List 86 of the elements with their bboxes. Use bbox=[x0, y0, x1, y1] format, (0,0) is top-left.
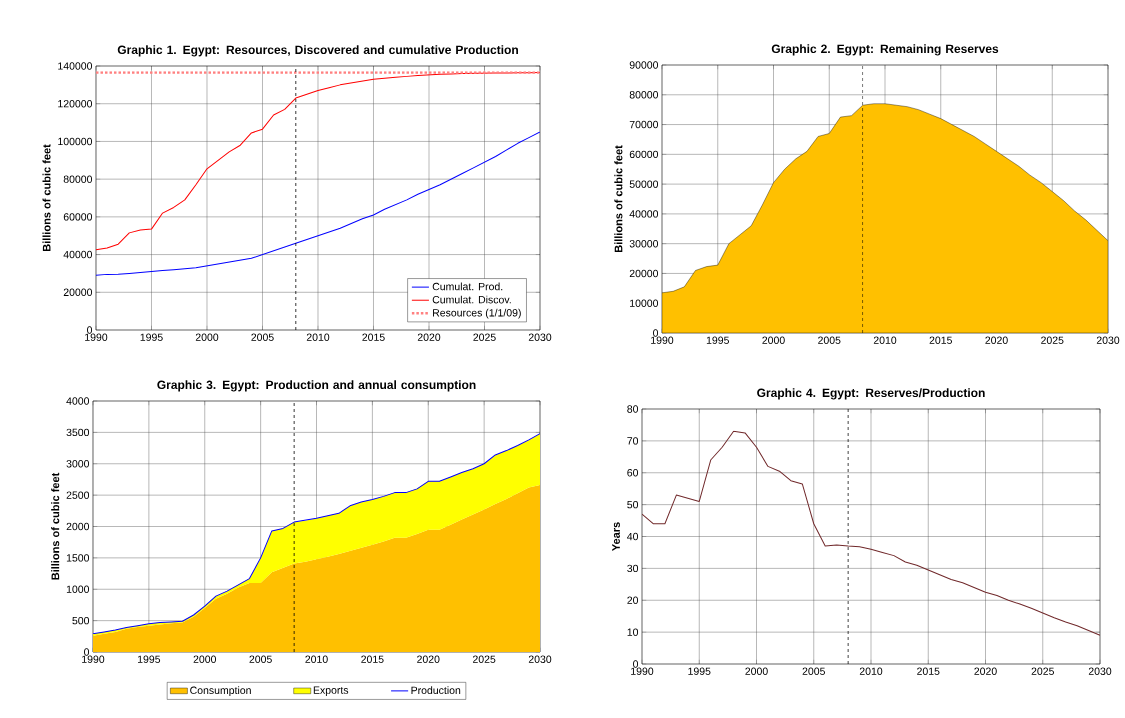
x-tick-label: 2025 bbox=[472, 655, 496, 663]
x-tick-label: 1990 bbox=[82, 655, 105, 663]
x-tick-label: 2030 bbox=[1096, 336, 1120, 344]
y-tick-label: 40000 bbox=[63, 250, 93, 259]
y-tick-label: 80 bbox=[627, 405, 639, 413]
x-tick-label: 2015 bbox=[929, 336, 952, 344]
y-tick-label: 80000 bbox=[63, 175, 93, 183]
y-axis-title: Years bbox=[612, 522, 620, 552]
y-tick-label: 20000 bbox=[629, 269, 659, 278]
y-tick-label: 10 bbox=[627, 628, 639, 636]
y-tick-label: 30000 bbox=[629, 239, 659, 248]
x-tick-label: 2030 bbox=[1088, 667, 1112, 675]
x-tick-label: 2025 bbox=[473, 333, 496, 341]
x-tick-label: 1995 bbox=[688, 667, 711, 675]
x-tick-label: 2030 bbox=[528, 655, 552, 663]
x-tick-label: 2015 bbox=[917, 667, 940, 675]
y-tick-label: 100000 bbox=[58, 137, 93, 146]
legend-label: Cumulat. Prod. bbox=[432, 282, 503, 291]
x-tick-label: 2000 bbox=[195, 333, 219, 341]
y-tick-label: 0 bbox=[633, 660, 639, 668]
y-tick-label: 120000 bbox=[58, 100, 93, 108]
chart-title: Graphic 3. Egypt: Production and annual consumption bbox=[157, 380, 476, 392]
y-tick-label: 20 bbox=[627, 596, 639, 604]
y-tick-label: 0 bbox=[87, 326, 93, 334]
x-tick-label: 2000 bbox=[762, 336, 785, 344]
x-tick-label: 1995 bbox=[706, 336, 729, 344]
legend-label: Production bbox=[411, 686, 461, 695]
y-axis-title: Billions of cubic feet bbox=[51, 472, 60, 580]
x-tick-label: 2005 bbox=[249, 655, 272, 663]
y-tick-label: 20000 bbox=[63, 288, 93, 297]
legend-label: Resources (1/1/09) bbox=[433, 308, 521, 319]
legend-label: Consumption bbox=[190, 686, 251, 697]
x-tick-label: 2030 bbox=[528, 333, 552, 341]
y-tick-label: 90000 bbox=[629, 61, 659, 69]
x-tick-label: 2000 bbox=[193, 655, 217, 663]
x-tick-label: 2020 bbox=[417, 655, 440, 663]
x-tick-label: 2010 bbox=[306, 333, 330, 341]
y-tick-label: 70000 bbox=[629, 120, 659, 129]
x-tick-label: 2005 bbox=[251, 333, 274, 341]
y-tick-label: 0 bbox=[653, 329, 659, 337]
y-tick-label: 40 bbox=[627, 532, 639, 541]
chart-title: Graphic 1. Egypt: Resources, Discovered and cumulative Production bbox=[117, 45, 518, 57]
y-tick-label: 2500 bbox=[66, 491, 90, 499]
x-tick-label: 1995 bbox=[140, 333, 163, 341]
x-tick-label: 2010 bbox=[859, 667, 883, 675]
x-tick-label: 1990 bbox=[631, 667, 654, 675]
chart-title: Graphic 4. Egypt: Reserves/Production bbox=[757, 388, 985, 400]
y-tick-label: 140000 bbox=[58, 62, 93, 70]
y-tick-label: 60000 bbox=[629, 150, 659, 159]
y-tick-label: 0 bbox=[84, 648, 90, 656]
x-tick-label: 2020 bbox=[974, 667, 997, 675]
x-tick-label: 2015 bbox=[361, 655, 384, 663]
x-tick-label: 1990 bbox=[85, 333, 108, 341]
y-tick-label: 1000 bbox=[66, 585, 90, 593]
y-tick-label: 80000 bbox=[629, 91, 659, 99]
y-tick-label: 4000 bbox=[66, 397, 90, 405]
y-tick-label: 60 bbox=[627, 469, 639, 477]
x-tick-label: 2020 bbox=[417, 333, 441, 341]
chart-title: Graphic 2. Egypt: Remaining Reserves bbox=[771, 44, 999, 56]
y-tick-label: 10000 bbox=[630, 299, 659, 307]
y-tick-label: 50 bbox=[627, 500, 639, 509]
x-tick-label: 2005 bbox=[818, 336, 841, 344]
y-axis-title: Billions of cubic feet bbox=[614, 145, 623, 253]
x-tick-label: 2000 bbox=[745, 667, 768, 675]
y-tick-label: 70 bbox=[627, 437, 639, 445]
y-tick-label: 40000 bbox=[629, 210, 659, 218]
y-tick-label: 500 bbox=[72, 616, 90, 625]
x-tick-label: 2020 bbox=[985, 336, 1008, 344]
legend-label: Exports bbox=[313, 686, 349, 696]
x-tick-label: 2015 bbox=[362, 333, 385, 341]
legend-label: Cumulat. Discov. bbox=[432, 295, 511, 304]
y-tick-label: 50000 bbox=[629, 180, 659, 188]
x-tick-label: 2025 bbox=[1031, 667, 1054, 675]
x-tick-label: 2010 bbox=[305, 655, 328, 663]
y-tick-label: 3500 bbox=[66, 428, 90, 437]
x-tick-label: 1990 bbox=[651, 336, 674, 344]
x-tick-label: 2010 bbox=[873, 336, 897, 344]
x-tick-label: 2005 bbox=[802, 667, 825, 675]
y-tick-label: 30 bbox=[627, 564, 639, 573]
y-tick-label: 1500 bbox=[66, 554, 90, 562]
x-tick-label: 1995 bbox=[138, 655, 161, 663]
y-axis-title: Billions of cubic feet bbox=[42, 144, 51, 252]
y-tick-label: 60000 bbox=[63, 213, 93, 221]
y-tick-label: 2000 bbox=[66, 522, 90, 531]
x-tick-label: 2025 bbox=[1041, 336, 1064, 344]
y-tick-label: 3000 bbox=[66, 460, 90, 468]
